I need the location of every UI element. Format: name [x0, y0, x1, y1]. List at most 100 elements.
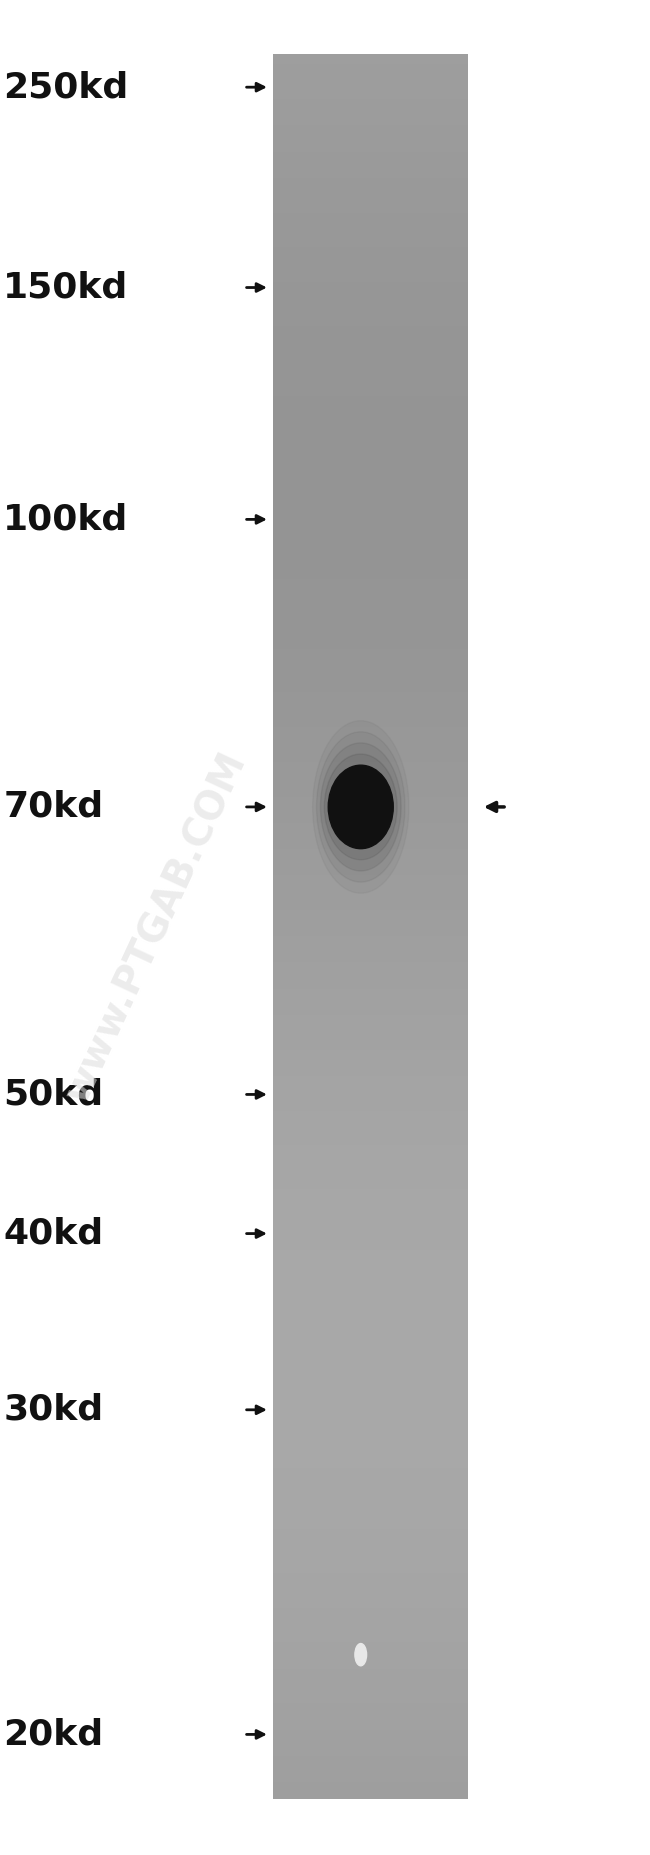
Bar [273, 1423, 468, 1434]
Bar [273, 403, 468, 414]
Bar [273, 1300, 468, 1311]
Text: 100kd: 100kd [3, 503, 129, 536]
Bar [273, 1772, 468, 1783]
Ellipse shape [355, 1644, 367, 1666]
Bar [273, 716, 468, 727]
Bar [273, 699, 468, 710]
Bar [273, 1491, 468, 1503]
Bar [273, 1527, 468, 1538]
Bar [273, 681, 468, 692]
Bar [273, 1057, 468, 1067]
Bar [273, 1284, 468, 1293]
Bar [273, 1378, 468, 1389]
Bar [273, 751, 468, 762]
Bar [273, 254, 468, 265]
Bar [273, 464, 468, 475]
Bar [273, 647, 468, 657]
Bar [273, 1545, 468, 1554]
Bar [273, 480, 468, 492]
Bar [273, 63, 468, 72]
Bar [273, 900, 468, 911]
Bar [273, 1178, 468, 1189]
Bar [273, 454, 468, 466]
Bar [273, 1788, 468, 1799]
Text: 40kd: 40kd [3, 1217, 103, 1250]
Bar [273, 367, 468, 378]
Bar [273, 1736, 468, 1747]
Bar [273, 1675, 468, 1686]
Bar [273, 1004, 468, 1015]
Bar [273, 299, 468, 308]
Bar [273, 1465, 468, 1477]
Bar [273, 150, 468, 160]
Bar [273, 1152, 468, 1163]
Bar [273, 89, 468, 100]
Bar [273, 1222, 468, 1232]
Bar [273, 1117, 468, 1128]
Bar [273, 1501, 468, 1512]
Bar [273, 1510, 468, 1521]
Bar [273, 725, 468, 736]
Bar [273, 360, 468, 369]
Bar [273, 1666, 468, 1677]
Bar [273, 777, 468, 788]
Ellipse shape [324, 753, 397, 861]
Bar [273, 551, 468, 562]
Bar [273, 909, 468, 918]
Bar [273, 1248, 468, 1260]
Bar [273, 490, 468, 501]
Ellipse shape [320, 744, 401, 872]
Bar [273, 1317, 468, 1328]
Bar [273, 1362, 468, 1373]
Bar [273, 707, 468, 718]
Bar [273, 1632, 468, 1642]
Bar [273, 1135, 468, 1146]
Bar [273, 1640, 468, 1651]
Bar [273, 1213, 468, 1224]
Bar [273, 978, 468, 989]
Bar [273, 1065, 468, 1076]
Bar [273, 1232, 468, 1241]
Bar [273, 1475, 468, 1486]
Bar [273, 803, 468, 814]
Bar [273, 1597, 468, 1608]
Bar [273, 1397, 468, 1406]
Bar [273, 1187, 468, 1198]
Bar [273, 419, 468, 430]
Bar [273, 1030, 468, 1041]
Bar [273, 970, 468, 979]
Bar [273, 106, 468, 117]
Bar [273, 202, 468, 213]
Text: 70kd: 70kd [3, 790, 103, 824]
Bar [273, 629, 468, 640]
Bar [273, 351, 468, 360]
Bar [273, 332, 468, 343]
Text: 30kd: 30kd [3, 1393, 103, 1426]
Bar [273, 1439, 468, 1451]
Bar [273, 1414, 468, 1425]
Bar [273, 848, 468, 857]
Bar [273, 1039, 468, 1050]
Bar [273, 1658, 468, 1670]
Bar [273, 664, 468, 675]
Bar [273, 961, 468, 972]
Bar [273, 1727, 468, 1738]
Bar [273, 525, 468, 534]
Bar [273, 132, 468, 143]
Bar [273, 1484, 468, 1495]
Bar [273, 1143, 468, 1154]
Bar [273, 952, 468, 963]
Bar [273, 1091, 468, 1102]
Bar [273, 506, 468, 518]
Bar [273, 1291, 468, 1302]
Bar [273, 594, 468, 605]
Bar [273, 603, 468, 614]
Bar [273, 542, 468, 553]
Bar [273, 735, 468, 744]
Bar [273, 124, 468, 134]
Bar [273, 263, 468, 273]
Bar [273, 796, 468, 805]
Bar [273, 1371, 468, 1380]
Bar [273, 325, 468, 334]
Bar [273, 1536, 468, 1547]
